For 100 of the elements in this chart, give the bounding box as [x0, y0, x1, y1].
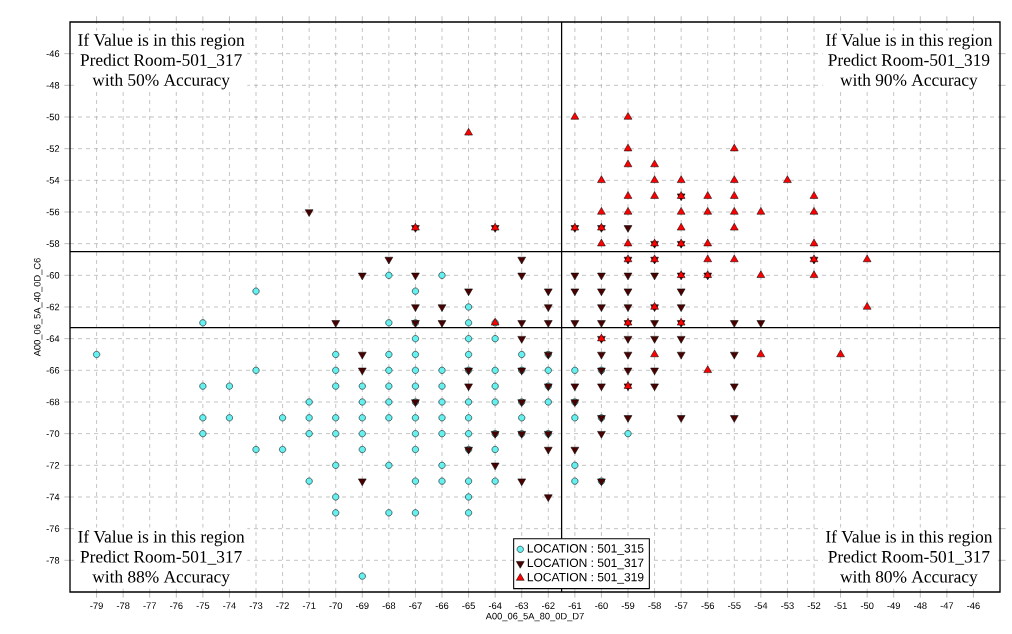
x-tick-label: -66: [435, 602, 449, 609]
x-tick-label: -78: [116, 602, 130, 609]
y-tick-label: -60: [46, 272, 60, 279]
point: [783, 175, 792, 183]
annotation: with 90% Accuracy: [840, 73, 978, 90]
y-tick-label: -48: [46, 82, 60, 89]
x-tick-label: -74: [223, 602, 236, 609]
x-tick-label: -76: [169, 602, 183, 609]
y-tick-label: -66: [46, 367, 60, 374]
point: [703, 191, 712, 199]
annotation: Predict Room-501_317: [828, 550, 990, 565]
point: [730, 143, 739, 152]
y-tick-label: -54: [46, 177, 60, 184]
x-tick-label: -49: [887, 602, 901, 609]
point: [623, 159, 633, 168]
y-tick-label: -58: [46, 240, 60, 247]
x-tick-label: -72: [276, 602, 289, 609]
x-tick-label: -46: [967, 602, 980, 609]
legend-label: LOCATION : 501_319: [527, 572, 644, 584]
point: [623, 143, 633, 152]
x-tick-label: -47: [940, 602, 954, 609]
y-tick-label: -64: [46, 335, 60, 342]
x-tick-label: -62: [541, 602, 555, 609]
point: [730, 207, 739, 215]
point: [650, 349, 659, 358]
x-tick-label: -75: [196, 602, 210, 609]
point: [464, 128, 473, 136]
y-tick-label: -70: [46, 430, 60, 437]
point: [756, 349, 766, 358]
x-tick-label: -56: [701, 602, 715, 609]
x-axis-title: A00_06_5A_80_0D_D7: [485, 612, 584, 622]
x-tick-label: -53: [781, 602, 794, 609]
point: [597, 175, 606, 183]
point: [862, 302, 872, 310]
legend-label: LOCATION : 501_315: [527, 544, 644, 555]
point: [809, 191, 819, 199]
x-tick-label: -48: [913, 602, 927, 609]
x-tick-label: -67: [409, 602, 422, 609]
annotation: If Value is in this region: [826, 33, 993, 50]
point: [623, 207, 633, 215]
y-tick-label: -68: [46, 398, 60, 406]
annotation: Predict Room-501_317: [80, 53, 242, 68]
x-tick-label: -69: [355, 602, 369, 609]
x-tick-label: -58: [648, 602, 661, 609]
x-tick-label: -59: [621, 602, 635, 609]
point: [703, 254, 712, 263]
x-tick-label: -57: [674, 602, 688, 609]
x-tick-label: -71: [302, 602, 316, 609]
x-tick-label: -50: [860, 602, 874, 609]
point: [809, 238, 819, 247]
point: [623, 112, 633, 120]
y-tick-label: -56: [46, 208, 60, 216]
x-tick-label: -51: [834, 602, 847, 609]
x-tick-label: -68: [382, 602, 396, 609]
point: [703, 365, 712, 373]
point: [862, 254, 872, 263]
annotation: with 88% Accuracy: [92, 570, 230, 587]
x-tick-label: -77: [143, 602, 156, 609]
x-tick-label: -64: [488, 602, 502, 609]
point: [623, 191, 633, 199]
y-tick-label: -52: [46, 145, 60, 152]
point: [676, 175, 686, 183]
point: [756, 207, 766, 215]
point: [730, 223, 739, 231]
legend-label: LOCATION : 501_317: [527, 558, 644, 570]
y-axis-title: A00_06_5A_40_0D_C6: [33, 258, 43, 357]
x-tick-label: -54: [754, 602, 768, 609]
point: [703, 238, 712, 247]
point: [650, 191, 659, 199]
y-tick-label: -78: [46, 557, 60, 564]
annotation: with 80% Accuracy: [840, 570, 978, 587]
x-tick-label: -79: [90, 602, 103, 609]
point: [809, 270, 819, 278]
point: [650, 175, 659, 183]
y-tick-label: -76: [46, 525, 60, 532]
x-tick-label: -63: [515, 602, 529, 609]
point: [809, 207, 819, 215]
x-tick-label: -65: [462, 602, 475, 609]
point: [703, 207, 712, 215]
x-tick-label: -52: [807, 602, 821, 609]
point: [730, 191, 739, 199]
point: [597, 207, 606, 215]
x-tick-label: -60: [595, 602, 608, 609]
y-tick-label: -72: [46, 462, 60, 469]
annotation: If Value is in this region: [826, 530, 993, 547]
point: [650, 159, 659, 168]
annotation: If Value is in this region: [78, 33, 245, 50]
y-tick-label: -74: [46, 493, 60, 501]
point: [570, 112, 580, 120]
annotation: If Value is in this region: [78, 530, 245, 547]
annotation: Predict Room-501_317: [80, 550, 242, 565]
x-tick-label: -73: [249, 602, 263, 609]
point: [623, 238, 633, 247]
x-tick-label: -61: [568, 602, 582, 609]
point: [597, 238, 606, 247]
y-tick-label: -50: [46, 113, 60, 121]
point: [676, 223, 686, 231]
y-tick-label: -62: [46, 303, 60, 311]
y-tick-label: -46: [46, 50, 60, 57]
point: [676, 207, 686, 215]
